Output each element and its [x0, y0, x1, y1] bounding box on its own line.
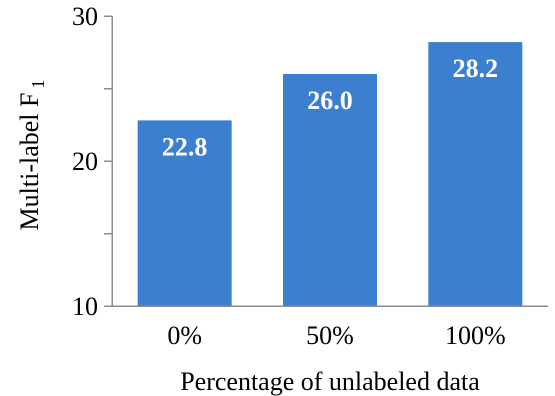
y-axis-title-subscript: 1	[28, 80, 48, 89]
y-ticks-group: 10 20 30	[72, 2, 112, 321]
bar-2	[428, 42, 523, 306]
bar-0	[137, 120, 232, 307]
y-axis-title-main: Multi-label F	[15, 93, 44, 231]
y-tick-label: 20	[72, 147, 98, 176]
y-tick-label: 10	[72, 292, 98, 321]
x-ticks-group: 0% 50% 100%	[167, 321, 505, 350]
data-labels-group: 22.8 26.0 28.2	[162, 54, 498, 161]
y-tick-label: 30	[72, 2, 98, 31]
bar-1	[283, 74, 377, 306]
x-tick-label-2: 100%	[445, 321, 506, 350]
data-label-0: 22.8	[162, 132, 208, 161]
bars-group	[137, 42, 523, 307]
x-tick-label-1: 50%	[306, 321, 354, 350]
x-axis-title: Percentage of unlabeled data	[180, 367, 480, 396]
x-tick-label-0: 0%	[167, 321, 202, 350]
data-label-2: 28.2	[453, 54, 499, 83]
data-label-1: 26.0	[307, 86, 353, 115]
y-axis-title: Multi-label F 1	[15, 80, 48, 231]
